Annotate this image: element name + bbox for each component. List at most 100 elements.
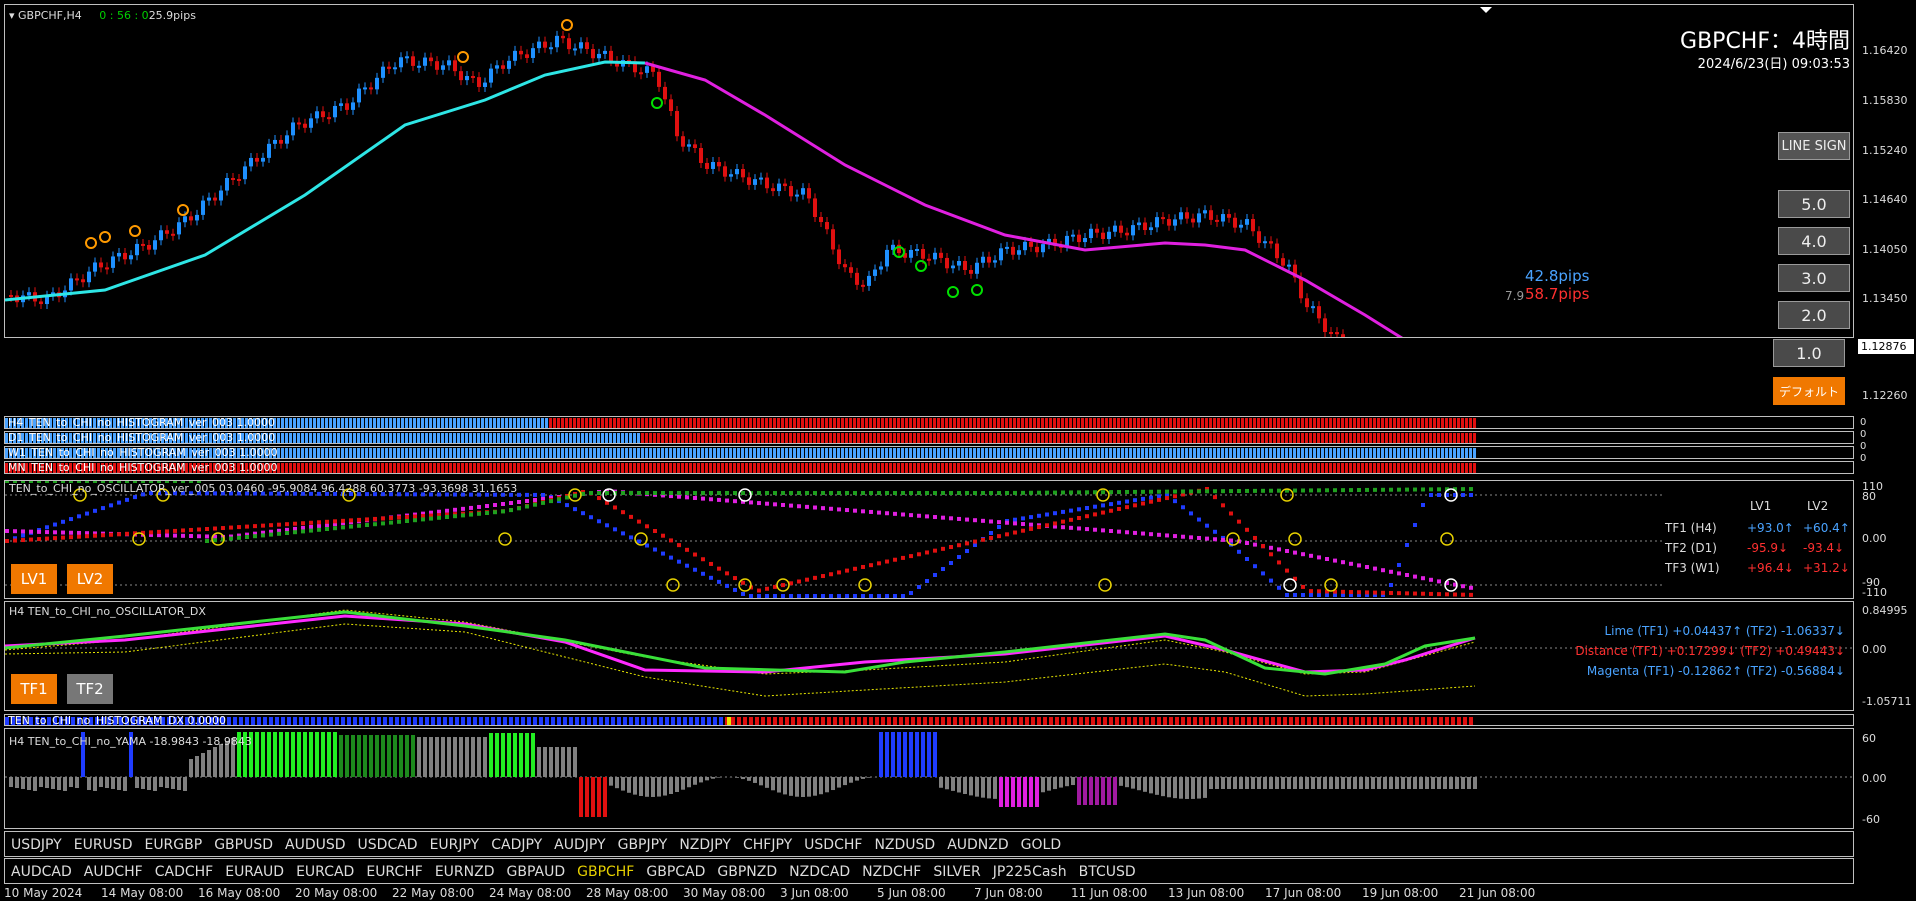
symbol-link-audchf[interactable]: AUDCHF (83, 864, 143, 880)
level-5-button[interactable]: 5.0 (1778, 190, 1850, 218)
symbol-link-nzdcad[interactable]: NZDCAD (789, 864, 851, 880)
histogram-bar (921, 448, 924, 458)
symbol-link-euraud[interactable]: EURAUD (225, 864, 285, 880)
tf2-button[interactable]: TF2 (67, 674, 113, 704)
histogram-bar (673, 448, 676, 458)
histogram-bar (61, 433, 64, 443)
symbol-link-eurchf[interactable]: EURCHF (366, 864, 423, 880)
histogram-bar (1225, 448, 1228, 458)
histogram-bar (929, 418, 932, 428)
date-label: 3 Jun 08:00 (780, 886, 849, 900)
symbol-link-chfjpy[interactable]: CHFJPY (742, 837, 793, 853)
symbol-link-silver[interactable]: SILVER (933, 864, 981, 880)
candle-body (1233, 217, 1237, 228)
symbol-link-audcad[interactable]: AUDCAD (11, 864, 72, 880)
default-button[interactable]: デフォルト (1773, 377, 1845, 405)
osc-dot-magenta (517, 500, 521, 504)
histogram-dx-bar (695, 717, 699, 725)
histogram-bar (205, 433, 208, 443)
histogram-bar (661, 448, 664, 458)
histogram-bar (1457, 433, 1460, 443)
yama-bar (231, 738, 235, 777)
symbol-link-nzdchf[interactable]: NZDCHF (862, 864, 922, 880)
candle-body (165, 230, 169, 234)
candle-body (447, 60, 451, 66)
histogram-bar (373, 463, 376, 473)
symbol-link-gold[interactable]: GOLD (1020, 837, 1062, 853)
osc-dot-red (685, 547, 689, 552)
osc-dot-green (477, 511, 481, 516)
symbol-link-eurnzd[interactable]: EURNZD (434, 864, 495, 880)
lv2-button[interactable]: LV2 (67, 564, 113, 594)
histogram-bar (225, 463, 228, 473)
osc-dot-red (917, 552, 921, 557)
price-chart-panel[interactable]: ▾ GBPCHF,H4 0 : 56 : 025.9pips GBPCHF：4時… (4, 4, 1854, 338)
histogram-bar (809, 433, 812, 443)
histogram-bar (1449, 418, 1452, 428)
dropdown-arrow-icon[interactable]: ▾ (9, 9, 15, 22)
histogram-bar (9, 418, 12, 428)
osc-signal-icon (211, 532, 225, 546)
level-4-button[interactable]: 4.0 (1778, 227, 1850, 255)
symbol-link-gbpjpy[interactable]: GBPJPY (617, 837, 668, 853)
symbol-link-eurcad[interactable]: EURCAD (296, 864, 355, 880)
yama-bar (1203, 777, 1207, 798)
histogram-bar (781, 418, 784, 428)
symbol-link-nzdusd[interactable]: NZDUSD (874, 837, 936, 853)
symbol-link-eurusd[interactable]: EURUSD (73, 837, 133, 853)
histogram-bar (509, 448, 512, 458)
yama-panel[interactable]: H4 TEN_to_CHI_no_YAMA -18.9843 -18.9843 (4, 728, 1854, 829)
histogram-bar (1265, 463, 1268, 473)
symbol-link-eurjpy[interactable]: EURJPY (429, 837, 480, 853)
histogram-bar (685, 418, 688, 428)
histogram-bar (253, 463, 256, 473)
symbol-link-gbpchf[interactable]: GBPCHF (577, 864, 635, 880)
osc-dot-blue (413, 492, 417, 497)
symbol-link-btcusd[interactable]: BTCUSD (1078, 864, 1136, 880)
level-3-button[interactable]: 3.0 (1778, 264, 1850, 292)
symbol-link-gbpcad[interactable]: GBPCAD (646, 864, 706, 880)
osc-dot-red (1317, 589, 1321, 594)
histogram-bar (1161, 463, 1164, 473)
osc-dot-blue (541, 492, 545, 497)
symbol-link-usdjpy[interactable]: USDJPY (11, 837, 62, 853)
symbol-link-eurgbp[interactable]: EURGBP (144, 837, 203, 853)
oscillator-panel[interactable]: TEN_to_CHI_no_OSCILLATOR_ver_005 03.0460… (4, 480, 1854, 599)
histogram-bar (1045, 463, 1048, 473)
symbol-link-nzdjpy[interactable]: NZDJPY (679, 837, 731, 853)
candle-body (561, 35, 565, 39)
osc-dot-blue (941, 567, 945, 571)
symbol-link-audjpy[interactable]: AUDJPY (554, 837, 606, 853)
osc-dot-blue (261, 491, 265, 496)
histogram-bar (769, 433, 772, 443)
symbol-link-cadjpy[interactable]: CADJPY (491, 837, 543, 853)
candle-body (1311, 306, 1315, 309)
osc-dot-green (1245, 488, 1249, 493)
level-1-button[interactable]: 1.0 (1773, 339, 1845, 367)
histogram-bar (445, 463, 448, 473)
symbol-link-audnzd[interactable]: AUDNZD (947, 837, 1009, 853)
lv1-button[interactable]: LV1 (11, 564, 57, 594)
histogram-bar (481, 448, 484, 458)
symbol-link-gbpnzd[interactable]: GBPNZD (717, 864, 778, 880)
symbol-link-usdchf[interactable]: USDCHF (804, 837, 863, 853)
level-2-button[interactable]: 2.0 (1778, 301, 1850, 329)
histogram-bar (441, 418, 444, 428)
symbol-link-cadchf[interactable]: CADCHF (154, 864, 214, 880)
histogram-bar (1141, 433, 1144, 443)
dx-panel[interactable]: H4 TEN_to_CHI_no_OSCILLATOR_DX TF1 TF2 L… (4, 601, 1854, 711)
symbol-link-gbpusd[interactable]: GBPUSD (214, 837, 273, 853)
symbol-link-usdcad[interactable]: USDCAD (357, 837, 418, 853)
histogram-dx-bar (1235, 717, 1239, 725)
symbol-link-jp225cash[interactable]: JP225Cash (992, 864, 1067, 880)
osc-dot-magenta (493, 503, 497, 507)
histogram-bar (201, 448, 204, 458)
candle-body (267, 143, 271, 158)
symbol-link-gbpaud[interactable]: GBPAUD (506, 864, 566, 880)
tf1-button[interactable]: TF1 (11, 674, 57, 704)
candle-body (501, 65, 505, 69)
symbol-link-audusd[interactable]: AUDUSD (285, 837, 346, 853)
osc-dot-green (157, 481, 161, 483)
line-sign-button[interactable]: LINE SIGN (1778, 132, 1850, 160)
histogram-bar (693, 448, 696, 458)
